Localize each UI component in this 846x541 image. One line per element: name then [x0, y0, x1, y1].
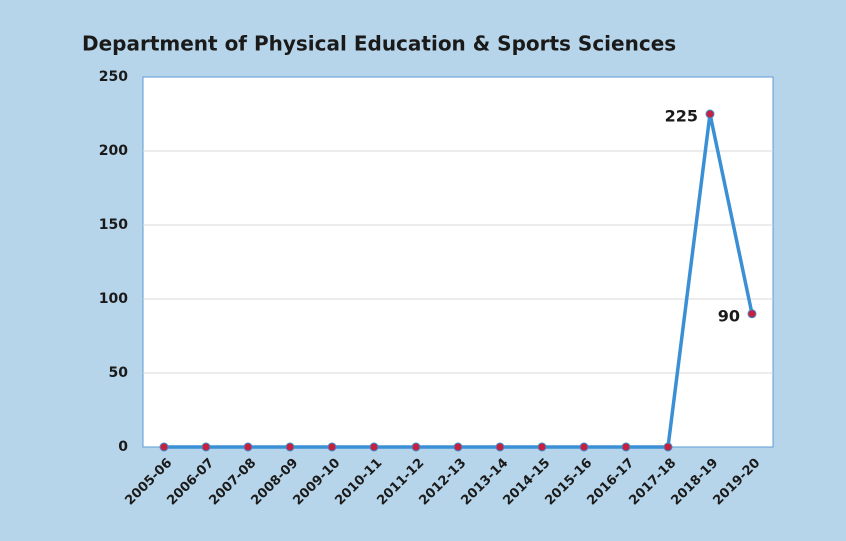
- data-point: [285, 442, 295, 452]
- data-point: [411, 442, 421, 452]
- data-point: [495, 442, 505, 452]
- data-label: 225: [665, 107, 698, 126]
- data-point: [159, 442, 169, 452]
- data-point: [705, 109, 715, 119]
- data-point: [537, 442, 547, 452]
- y-tick-label: 250: [99, 69, 128, 85]
- data-label: 90: [718, 306, 740, 325]
- data-point: [243, 442, 253, 452]
- data-point: [579, 442, 589, 452]
- y-tick-label: 50: [109, 365, 129, 381]
- plot-area: [142, 76, 774, 448]
- y-tick-label: 100: [99, 291, 128, 307]
- y-tick-label: 150: [99, 217, 128, 233]
- data-point: [747, 309, 757, 319]
- data-point: [621, 442, 631, 452]
- data-point: [663, 442, 673, 452]
- chart-title: Department of Physical Education & Sport…: [82, 32, 676, 56]
- y-tick-label: 200: [99, 143, 128, 159]
- data-point: [369, 442, 379, 452]
- data-point: [201, 442, 211, 452]
- data-point: [327, 442, 337, 452]
- data-point: [453, 442, 463, 452]
- y-tick-label: 0: [118, 439, 128, 455]
